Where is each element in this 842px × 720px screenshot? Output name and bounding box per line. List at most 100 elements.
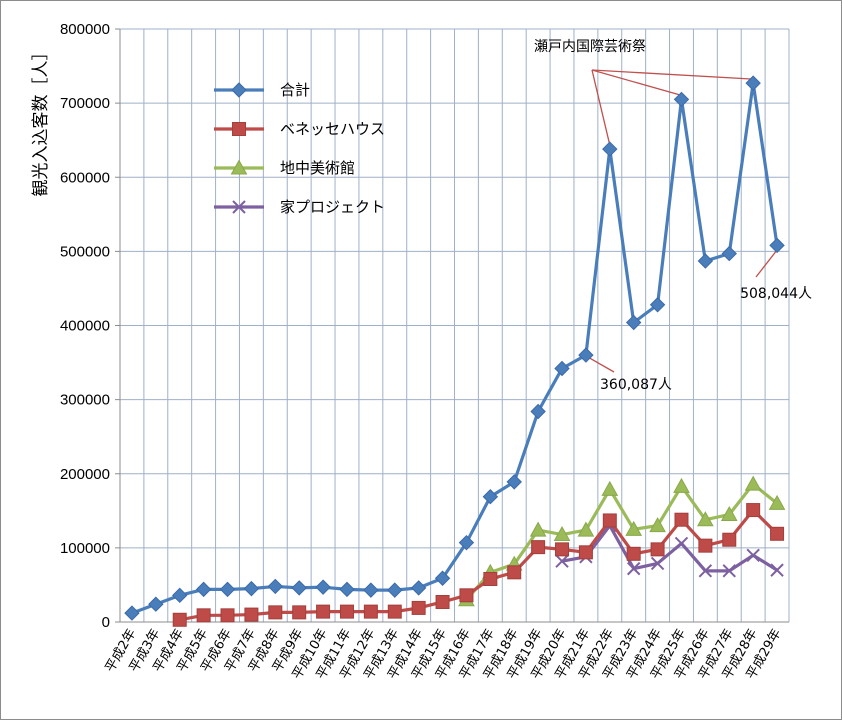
data-point — [578, 545, 593, 560]
y-axis-label: 観光入込客数［人］ — [31, 44, 51, 197]
data-point — [268, 605, 283, 620]
data-point — [698, 538, 713, 553]
data-point — [746, 548, 760, 562]
series-1 — [172, 503, 785, 627]
data-point — [363, 582, 379, 598]
data-point — [769, 237, 785, 254]
data-point — [315, 579, 331, 595]
marker-stroke — [674, 536, 689, 551]
data-point — [411, 600, 426, 615]
data-point — [435, 594, 450, 609]
series-group — [124, 75, 786, 627]
data-point — [744, 475, 762, 491]
data-point — [458, 534, 475, 551]
series-0 — [124, 75, 785, 621]
annotation-leader-line — [591, 69, 682, 97]
annotation-label: 瀬戸内国際芸術祭 — [534, 39, 646, 55]
data-point — [626, 561, 641, 576]
legend-label: 家プロジェクト — [280, 198, 385, 216]
data-point — [292, 605, 307, 620]
data-point — [770, 563, 784, 577]
data-point — [649, 297, 666, 313]
data-point — [601, 480, 619, 496]
data-point — [482, 489, 499, 505]
data-point — [770, 526, 785, 541]
legend-marker — [231, 82, 247, 98]
data-point — [507, 565, 522, 580]
annotation-label: 508,044人 — [740, 286, 812, 302]
annotation-leader-line — [591, 69, 611, 146]
annotation-leader-line — [591, 69, 754, 80]
data-point — [602, 141, 618, 157]
data-point — [459, 588, 474, 603]
annotations: 瀬戸内国際芸術祭 360,087人 508,044人 — [534, 39, 812, 393]
data-point — [195, 581, 212, 598]
y-tick-label: 800000 — [60, 21, 110, 38]
annotation-label: 360,087人 — [600, 377, 672, 393]
legend-label: ベネッセハウス — [280, 120, 385, 138]
data-point — [363, 604, 378, 619]
data-point — [697, 511, 714, 527]
data-point — [387, 582, 403, 598]
marker-stroke — [770, 563, 784, 577]
data-point — [339, 581, 355, 598]
data-point — [673, 91, 690, 108]
data-point — [650, 542, 665, 557]
data-point — [483, 572, 498, 587]
data-point — [649, 517, 666, 533]
data-point — [720, 505, 738, 522]
y-tick-label: 700000 — [60, 95, 110, 112]
legend-label: 合計 — [280, 81, 310, 99]
data-point — [530, 403, 546, 420]
data-point — [124, 605, 140, 621]
data-point — [625, 520, 643, 536]
data-point — [578, 347, 594, 363]
data-point — [768, 494, 786, 510]
data-point — [172, 612, 187, 627]
y-axis-ticks: 0 100000 200000 300000 400000 500000 600000 700… — [60, 21, 120, 631]
data-point — [746, 503, 761, 518]
data-point — [697, 253, 714, 269]
data-point — [316, 604, 331, 619]
legend-label: 地中美術館 — [280, 159, 355, 177]
legend-marker — [232, 200, 246, 214]
series-line — [561, 524, 778, 573]
series-line — [131, 81, 779, 615]
data-point — [555, 542, 570, 557]
data-point — [531, 540, 546, 555]
data-point — [721, 245, 737, 262]
annotation-leader-line — [755, 247, 780, 278]
data-point — [172, 587, 188, 604]
data-point — [674, 536, 689, 551]
data-point — [219, 581, 236, 598]
data-point — [244, 607, 259, 622]
data-point — [745, 75, 761, 91]
data-point — [674, 512, 689, 527]
data-point — [625, 314, 642, 331]
y-tick-label: 400000 — [60, 318, 110, 335]
data-point — [148, 596, 164, 612]
data-point — [722, 532, 737, 547]
data-point — [673, 477, 690, 493]
data-point — [602, 513, 617, 528]
data-point — [339, 604, 354, 619]
data-point — [291, 580, 307, 596]
marker-stroke — [555, 554, 569, 568]
data-point — [243, 580, 260, 597]
data-point — [196, 608, 211, 623]
data-point — [387, 604, 402, 619]
y-tick-label: 200000 — [60, 466, 110, 483]
data-point — [529, 521, 547, 537]
data-point — [506, 474, 522, 490]
annotation-leader-line — [587, 356, 615, 373]
grid — [119, 28, 790, 623]
data-point — [434, 570, 451, 586]
y-tick-label: 600000 — [60, 169, 110, 186]
marker-stroke — [626, 561, 641, 576]
data-point — [698, 564, 713, 578]
data-point — [577, 521, 595, 537]
data-point — [554, 360, 570, 377]
y-tick-label: 300000 — [60, 392, 110, 409]
